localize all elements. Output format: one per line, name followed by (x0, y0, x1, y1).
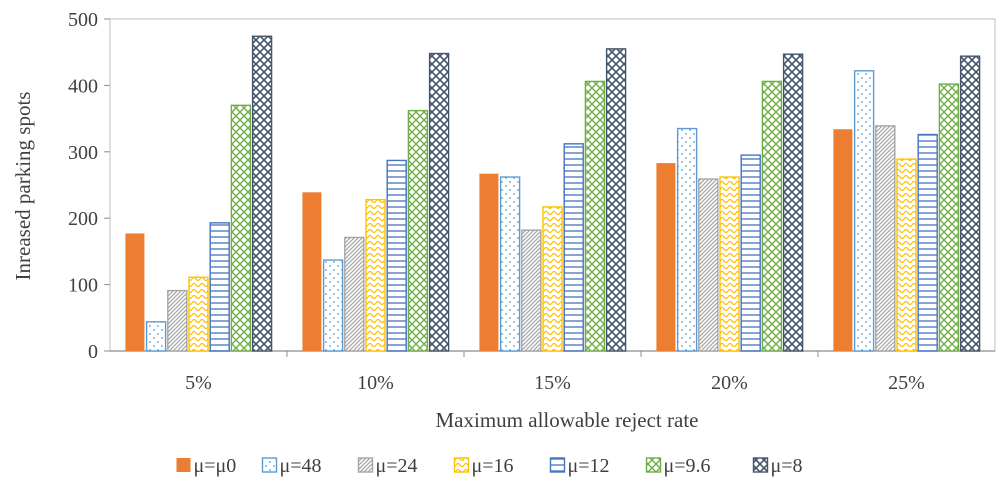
legend-swatch (752, 457, 769, 473)
legend-swatch (357, 457, 374, 473)
bar (365, 198, 386, 352)
legend-label: μ=24 (376, 455, 418, 477)
bar (145, 321, 167, 352)
bar (521, 229, 542, 352)
bar (188, 276, 209, 352)
y-tick-label: 500 (68, 9, 98, 31)
x-tick-label: 25% (888, 372, 925, 394)
bar (698, 178, 719, 352)
bar (407, 109, 429, 352)
bar (209, 222, 230, 352)
bar (302, 192, 322, 351)
legend-swatch (549, 457, 566, 473)
x-axis-ticks: 5% 10% 15% 20% 25% (185, 351, 925, 394)
bar (542, 206, 563, 352)
legend-label: μ=16 (472, 455, 514, 477)
legend-label: μ=8 (771, 455, 803, 477)
y-tick-label: 400 (68, 75, 98, 97)
bar (740, 154, 761, 352)
x-axis-title: Maximum allowable reject rate (436, 408, 699, 432)
bar (875, 125, 896, 352)
bar (656, 163, 676, 351)
bar (605, 48, 627, 352)
bar (833, 129, 853, 351)
bar (322, 259, 344, 352)
bar (251, 35, 273, 352)
bar (479, 173, 499, 351)
bar (896, 158, 917, 352)
bar (499, 176, 521, 352)
bar (782, 53, 804, 352)
y-axis-title: Inreased parking spots (11, 92, 35, 281)
x-tick-label: 10% (357, 372, 394, 394)
bar (125, 233, 145, 351)
bar (386, 159, 407, 352)
bar (563, 143, 584, 352)
bar (853, 70, 875, 352)
bars (125, 35, 981, 352)
x-tick-label: 20% (711, 372, 748, 394)
legend-label: μ=9.6 (664, 455, 711, 477)
legend-label: μ=12 (568, 455, 610, 477)
y-tick-label: 100 (68, 275, 98, 297)
legend: μ=μ0 μ=48 μ=24 μ=16 μ=12 μ=9.6 μ=8 (176, 455, 803, 477)
bar (428, 52, 450, 352)
y-tick-label: 300 (68, 142, 98, 164)
y-tick-label: 200 (68, 208, 98, 230)
bar (676, 127, 698, 352)
bar (938, 83, 960, 352)
legend-swatch (261, 457, 278, 473)
legend-label: μ=μ0 (194, 455, 237, 477)
y-tick-label: 0 (88, 341, 98, 363)
legend-swatch (176, 458, 191, 472)
y-axis-ticks: 0 100 200 300 400 500 (68, 9, 110, 363)
x-tick-label: 5% (185, 372, 212, 394)
bar (344, 236, 365, 352)
bar (719, 176, 740, 352)
legend-swatch (645, 457, 662, 473)
bar (761, 80, 783, 352)
bar (230, 104, 252, 352)
legend-swatch (453, 457, 470, 473)
x-tick-label: 15% (534, 372, 571, 394)
legend-label: μ=48 (280, 455, 322, 477)
bar (917, 133, 938, 352)
bar (584, 80, 606, 352)
bar (167, 289, 188, 352)
bar (959, 55, 981, 352)
